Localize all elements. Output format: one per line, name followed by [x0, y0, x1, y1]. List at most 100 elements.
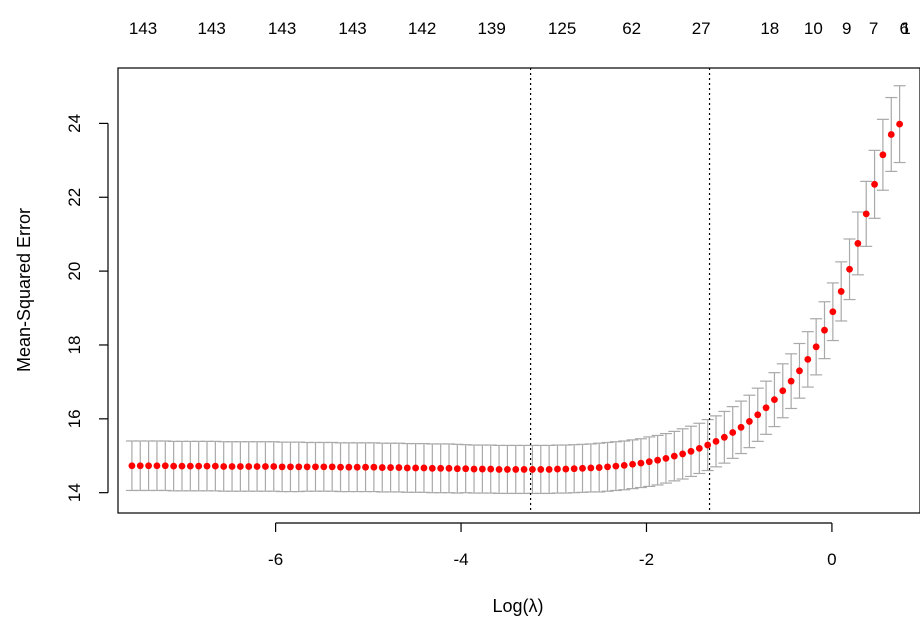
mse-point	[687, 447, 695, 455]
y-tick-label: 22	[65, 188, 84, 207]
mse-point	[236, 463, 244, 470]
mse-point	[846, 265, 853, 273]
top-axis-count-label: 62	[622, 19, 641, 38]
mse-points	[128, 120, 904, 473]
mse-point	[428, 464, 436, 472]
mse-point	[478, 465, 486, 473]
mse-point	[345, 463, 353, 471]
mse-point	[403, 464, 411, 472]
mse-point	[370, 463, 378, 471]
mse-point	[595, 464, 603, 471]
mse-point	[161, 462, 169, 470]
plot-frame	[117, 67, 920, 514]
x-tick-label: 0	[827, 550, 836, 569]
mse-point	[887, 131, 895, 138]
mse-point	[871, 180, 878, 188]
mse-point	[637, 459, 645, 467]
mse-point	[837, 288, 845, 295]
mse-point	[487, 465, 495, 473]
mse-point	[737, 423, 745, 431]
mse-point	[420, 464, 428, 472]
mse-point	[862, 210, 870, 218]
x-tick-label: -2	[639, 550, 654, 569]
mse-point	[579, 464, 586, 472]
mse-point	[771, 396, 778, 404]
mse-point	[211, 462, 219, 470]
reference-lines	[529, 68, 711, 513]
mse-point	[178, 462, 186, 470]
mse-point	[320, 463, 328, 471]
mse-point	[879, 151, 887, 159]
mse-point	[295, 463, 303, 471]
mse-point	[729, 429, 737, 436]
mse-point	[762, 404, 770, 412]
top-axis-count-label: 18	[760, 19, 779, 38]
y-tick-label: 14	[65, 483, 84, 502]
y-axis-title: Mean-Squared Error	[14, 208, 34, 372]
mse-point	[654, 456, 662, 464]
top-axis-count-label: 143	[338, 19, 366, 38]
mse-point	[337, 463, 344, 471]
mse-point	[245, 463, 253, 470]
top-axis-count-label: 7	[869, 19, 878, 38]
mse-point	[604, 463, 611, 471]
mse-point	[662, 454, 670, 462]
mse-point	[620, 461, 628, 469]
mse-point	[145, 462, 152, 470]
mse-point	[495, 466, 503, 473]
mse-point	[754, 411, 762, 419]
top-axis-count-label: 10	[804, 19, 823, 38]
mse-point	[812, 343, 820, 351]
mse-point	[328, 463, 336, 471]
y-tick-label: 16	[65, 409, 84, 428]
mse-point	[262, 463, 269, 470]
mse-point	[287, 463, 294, 471]
mse-point	[562, 465, 570, 473]
mse-point	[136, 462, 144, 470]
mse-point	[645, 458, 653, 466]
y-tick-label: 24	[65, 114, 84, 133]
mse-point	[412, 464, 420, 472]
top-axis-count-label: 9	[842, 19, 851, 38]
top-axis-count-label: 139	[477, 19, 505, 38]
mse-point	[203, 462, 211, 470]
mse-point	[896, 120, 904, 128]
y-tick-label: 20	[65, 262, 84, 281]
mse-point	[520, 466, 528, 473]
top-axis-count-label: 27	[692, 19, 711, 38]
mse-point	[712, 437, 720, 445]
mse-point	[186, 462, 194, 470]
y-axis: 14 16 18 20 22 24	[65, 114, 109, 502]
mse-point	[796, 367, 803, 375]
mse-point	[445, 464, 453, 472]
mse-point	[720, 433, 728, 441]
top-axis-nonzero-counts: 143 143 143 143 142 139 125 62 27 18 10 9 7 61	[129, 19, 911, 38]
mse-point	[587, 464, 595, 472]
mse-point	[512, 466, 520, 473]
mse-point	[679, 450, 687, 458]
mse-point	[362, 463, 369, 471]
mse-point	[829, 308, 837, 316]
mse-point	[612, 462, 620, 470]
mse-point	[128, 462, 136, 470]
mse-point	[804, 355, 812, 363]
mse-point	[278, 463, 286, 471]
top-axis-count-label: 6	[900, 19, 909, 38]
mse-point	[670, 452, 678, 460]
mse-point	[462, 465, 470, 473]
mse-point	[854, 240, 862, 247]
top-axis-count-label: 1	[901, 19, 910, 38]
mse-point	[170, 462, 178, 470]
top-axis-count-label: 142	[408, 19, 436, 38]
error-bars	[125, 85, 906, 495]
mse-point	[545, 466, 553, 473]
mse-point	[453, 465, 461, 473]
top-axis-count-label: 125	[548, 19, 576, 38]
mse-point	[695, 444, 703, 452]
mse-point	[395, 464, 403, 471]
y-tick-label: 18	[65, 336, 84, 355]
mse-point	[787, 377, 795, 385]
mse-point	[746, 418, 753, 425]
